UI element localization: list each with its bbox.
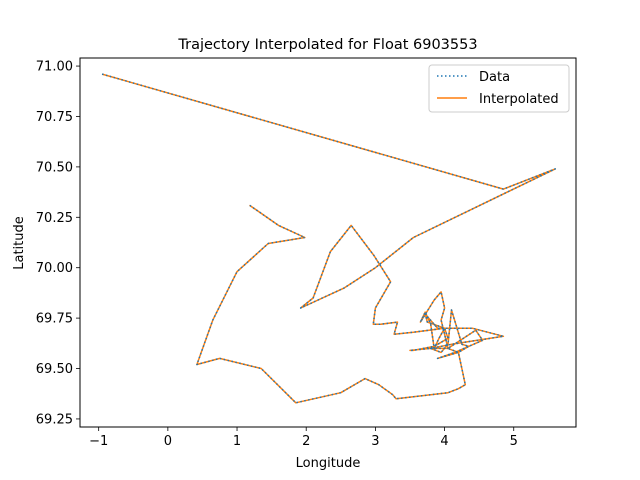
x-axis: −1 0 1 2 3 4 5 — [89, 427, 518, 449]
y-axis: 69.25 69.50 69.75 70.00 70.25 70.50 70.75 71.00 — [36, 60, 80, 427]
y-tick-label: 70.75 — [36, 110, 73, 125]
x-tick-label: 3 — [371, 434, 379, 449]
chart-title: Trajectory Interpolated for Float 690355… — [177, 37, 477, 53]
legend-label-interpolated: Interpolated — [479, 92, 559, 107]
series-line-data — [101, 73, 556, 404]
legend: Data Interpolated — [428, 64, 570, 113]
legend-box — [428, 64, 570, 113]
y-axis-label: Latitude — [12, 216, 27, 270]
y-tick-label: 69.75 — [36, 312, 73, 327]
legend-label-data: Data — [479, 70, 510, 85]
series-layer — [101, 73, 556, 404]
x-axis-label: Longitude — [296, 456, 361, 471]
y-tick-label: 69.50 — [36, 362, 73, 377]
x-tick-label: 5 — [510, 434, 518, 449]
y-tick-label: 70.50 — [36, 160, 73, 175]
x-tick-label: 4 — [440, 434, 448, 449]
y-tick-label: 70.00 — [36, 261, 73, 276]
x-tick-label: 0 — [164, 434, 172, 449]
x-tick-label: −1 — [89, 434, 108, 449]
y-tick-label: 71.00 — [36, 60, 73, 75]
x-tick-label: 1 — [233, 434, 241, 449]
y-tick-label: 70.25 — [36, 211, 73, 226]
y-tick-label: 69.25 — [36, 412, 73, 427]
x-tick-label: 2 — [302, 434, 310, 449]
plot-frame — [79, 57, 577, 428]
